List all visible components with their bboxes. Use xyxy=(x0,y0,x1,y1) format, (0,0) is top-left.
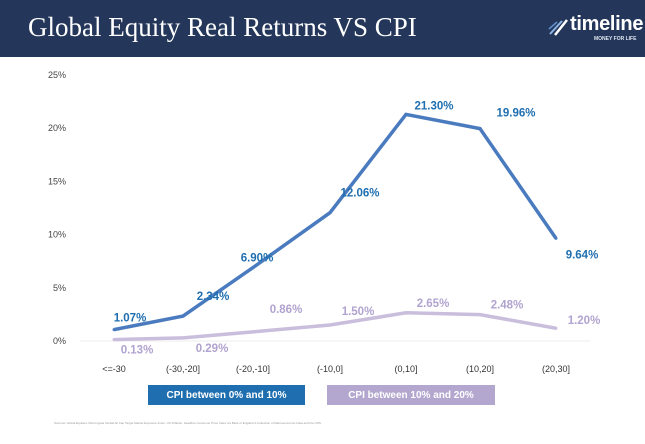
y-tick-label: 5% xyxy=(53,283,66,293)
data-label: 2.48% xyxy=(491,300,524,312)
data-label: 1.20% xyxy=(568,315,601,327)
data-label: 0.86% xyxy=(270,304,303,316)
data-point xyxy=(181,336,185,340)
data-label: 19.96% xyxy=(496,108,535,120)
line-chart: 0% 5% 10% 15% 20% 25% <=-30 (-30,-20] (-20,-10] (… xyxy=(48,70,601,374)
data-point xyxy=(554,326,558,330)
header: Global Equity Real Returns VS CPI timeli… xyxy=(0,0,645,57)
data-label: 6.90% xyxy=(241,253,274,265)
data-point xyxy=(478,127,482,131)
data-label: 2.65% xyxy=(417,298,450,310)
legend-series-1: CPI between 0% and 10% xyxy=(148,385,305,405)
y-tick-label: 20% xyxy=(48,123,66,133)
y-tick-label: 25% xyxy=(48,70,66,80)
y-tick-label: 10% xyxy=(48,230,66,240)
data-point xyxy=(404,311,408,315)
data-label: 1.50% xyxy=(342,306,375,318)
x-tick-label: (-10,0] xyxy=(317,364,343,374)
data-point xyxy=(251,266,255,270)
x-tick-label: (-20,-10] xyxy=(236,364,270,374)
data-point xyxy=(478,313,482,317)
data-label: 0.13% xyxy=(121,345,154,357)
data-point xyxy=(554,236,558,240)
y-tick-label: 0% xyxy=(53,336,66,346)
y-tick-label: 15% xyxy=(48,176,66,186)
data-point xyxy=(404,112,408,116)
data-point xyxy=(328,211,332,215)
data-label: 9.64% xyxy=(566,249,599,261)
legend-series-2: CPI between 10% and 20% xyxy=(327,385,495,405)
x-tick-label: <=-30 xyxy=(102,364,126,374)
logo-swoosh-icon xyxy=(548,19,568,36)
data-label: 0.29% xyxy=(196,343,229,355)
x-tick-label: (0,10] xyxy=(394,364,417,374)
x-tick-label: (-30,-20] xyxy=(166,364,200,374)
x-tick-label: (20,30] xyxy=(542,364,570,374)
data-point xyxy=(181,314,185,318)
data-point xyxy=(112,338,116,342)
x-tick-label: (10,20] xyxy=(466,364,494,374)
data-label: 1.07% xyxy=(114,313,147,325)
data-point xyxy=(251,330,255,334)
series-line-1 xyxy=(113,112,558,332)
data-label: 21.30% xyxy=(414,100,453,112)
legend-label: CPI between 10% and 20% xyxy=(348,389,474,401)
data-label: 12.06% xyxy=(340,188,379,200)
page-title: Global Equity Real Returns VS CPI xyxy=(28,12,417,42)
data-label: 2.34% xyxy=(197,291,230,303)
legend-label: CPI between 0% and 10% xyxy=(166,389,287,401)
footnote: Sources: Global Equities: Morningstar Gl… xyxy=(54,421,321,425)
logo-word: timeline xyxy=(570,13,644,35)
data-point xyxy=(112,328,116,332)
data-point xyxy=(328,323,332,327)
logo-tagline: MONEY FOR LIFE xyxy=(594,36,637,42)
